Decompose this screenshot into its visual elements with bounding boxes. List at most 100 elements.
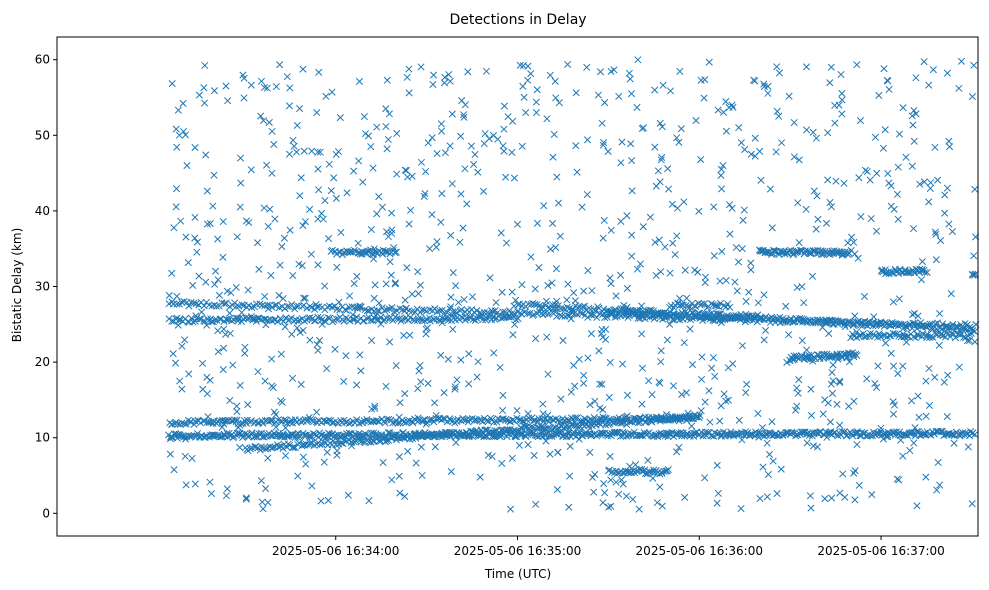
data-point [544,304,552,312]
data-point [388,304,396,312]
data-point [220,300,229,308]
data-point [485,310,493,318]
data-point [512,316,520,324]
data-point [280,416,288,424]
data-point [421,415,429,424]
data-point [285,315,293,323]
data-point [659,431,667,439]
data-point [345,303,353,311]
data-point [443,309,451,317]
data-point [260,433,268,441]
data-point [499,415,507,423]
data-point [309,430,317,438]
data-point [616,432,625,440]
data-point [923,323,931,331]
data-point [173,431,181,439]
data-point [475,429,483,437]
data-point [191,417,199,425]
data-point [591,307,600,315]
y-tick-label: 50 [35,128,50,142]
y-tick-label: 40 [35,204,50,218]
data-point [552,415,560,423]
data-point [330,418,338,427]
data-point [580,302,588,310]
data-point [311,430,319,438]
data-point [341,306,349,314]
data-point [332,315,340,323]
chart-title: Detections in Delay [449,12,586,28]
data-point [512,427,520,435]
data-point [332,440,340,449]
data-point [593,313,601,322]
data-point [527,423,535,431]
data-point [363,307,371,315]
data-point [426,317,434,325]
data-point [271,301,279,309]
data-point [524,309,532,317]
data-point [503,426,511,434]
data-point [379,434,387,442]
data-point [421,317,429,325]
x-tick-label: 2025-05-06 16:35:00 [454,544,581,558]
data-point [314,313,322,321]
data-point [519,417,527,425]
data-point [510,426,518,434]
data-point [750,313,758,321]
data-point [840,320,849,329]
data-point [288,443,297,452]
data-point [267,417,275,425]
data-point [257,429,265,437]
data-point [796,314,804,322]
data-point [610,307,619,315]
data-point [921,429,929,437]
data-point [832,317,840,325]
data-point [940,432,948,440]
data-point [297,418,305,426]
data-point [353,313,361,321]
data-point [559,305,567,313]
data-point [340,317,348,325]
data-point [274,443,283,451]
data-point [384,429,392,437]
data-point [342,306,351,314]
data-point [794,431,802,439]
data-point [375,437,383,445]
data-point [864,319,872,327]
data-point [593,431,602,439]
data-point [576,309,585,317]
data-point [873,429,881,437]
data-point [798,428,806,436]
data-point [216,433,224,441]
y-tick-label: 30 [35,280,50,294]
data-point [913,325,921,333]
data-point [168,420,176,428]
data-point [169,300,177,308]
data-point [405,417,413,425]
data-point [248,303,256,311]
data-point [782,428,790,437]
data-point [223,316,231,324]
data-point [798,315,806,323]
data-point [288,300,296,309]
data-point [423,432,431,440]
data-point [417,315,425,323]
data-point [290,443,298,451]
data-point [726,314,734,322]
data-point [645,416,653,424]
data-point [414,315,422,323]
data-point [852,430,860,438]
data-point [529,299,537,308]
data-point [942,322,951,330]
data-point [869,322,877,330]
data-point [316,441,324,449]
data-point [482,316,490,324]
data-point [906,320,914,329]
y-tick-label: 10 [35,431,50,445]
data-point [182,420,190,428]
data-point [360,317,368,325]
data-point [766,314,774,322]
y-tick-label: 20 [35,355,50,369]
data-point [306,314,314,322]
